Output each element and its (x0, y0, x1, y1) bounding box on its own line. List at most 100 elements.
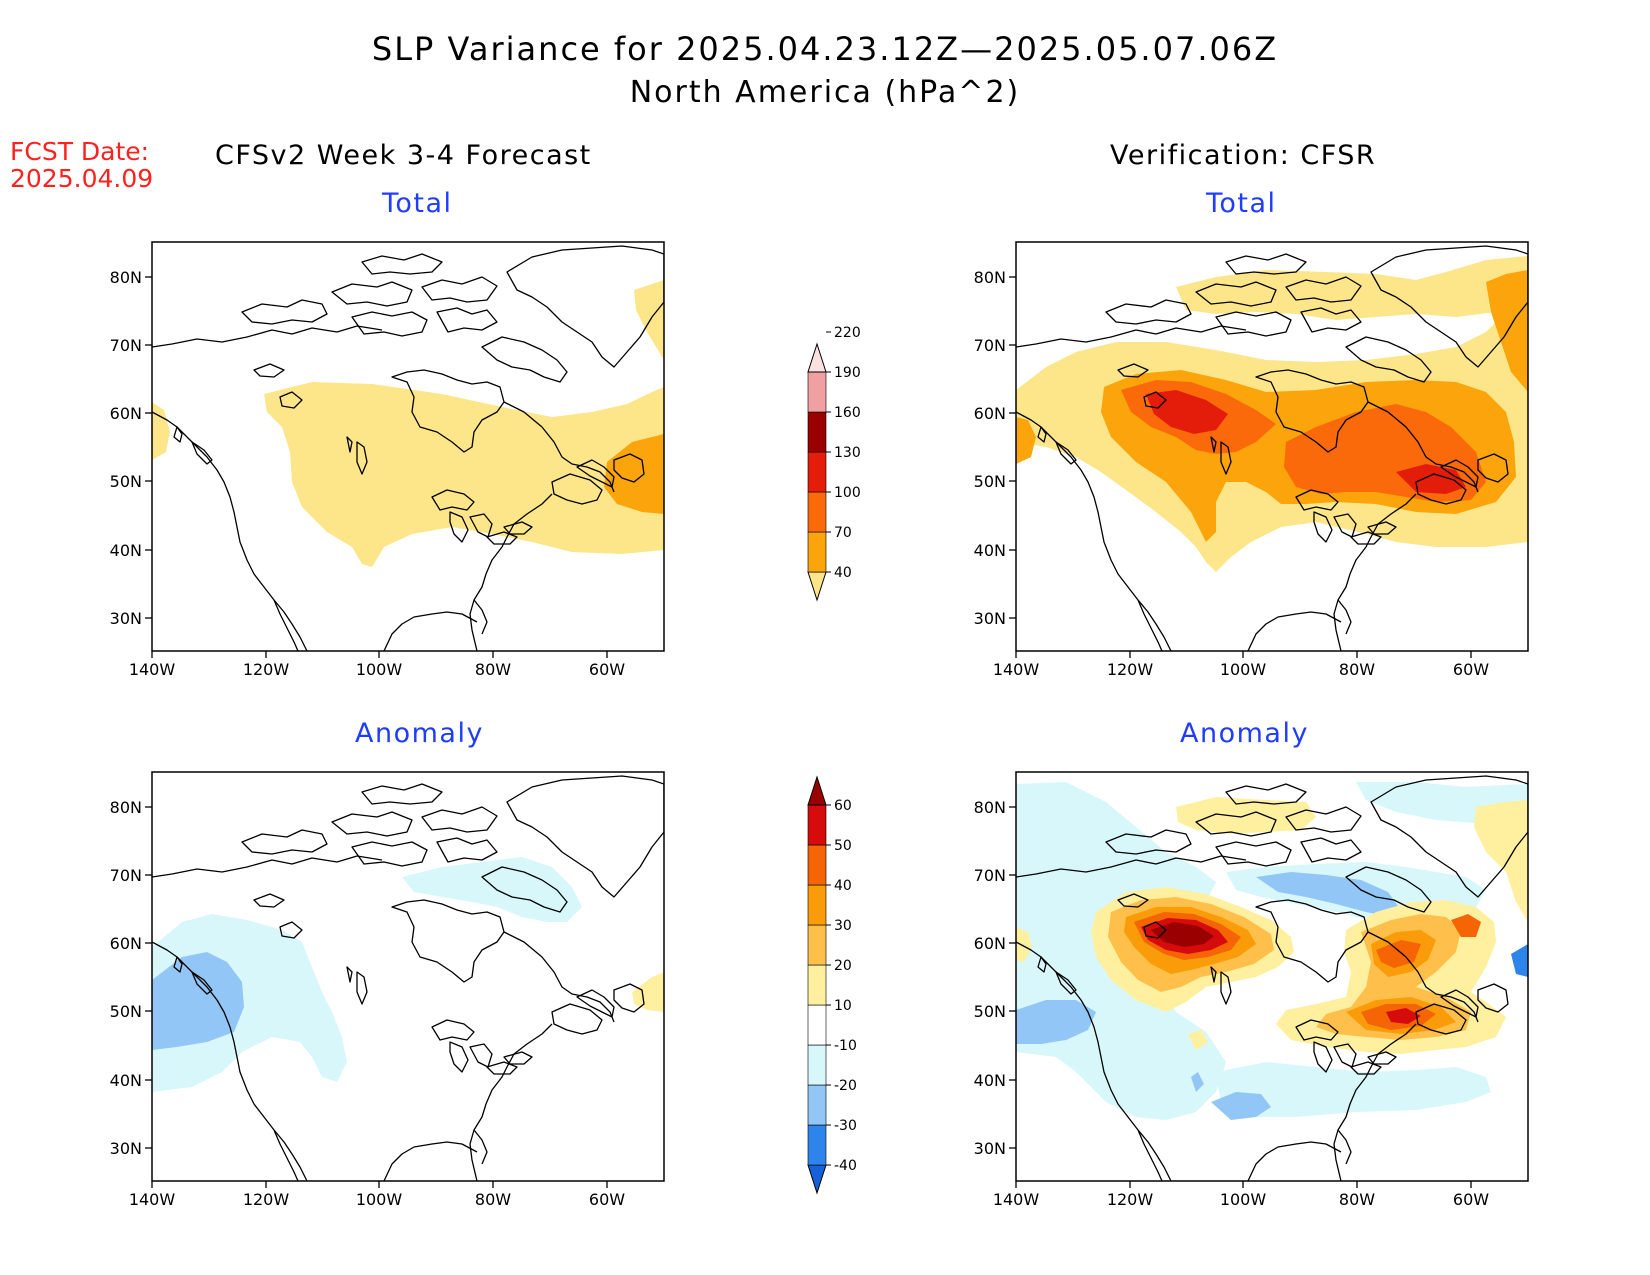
anomaly-colorbar-label: 10 (834, 998, 852, 1014)
fcst-anom-contour-pos10 (632, 972, 664, 1012)
ver-anom-contour-pos60 (1151, 922, 1214, 947)
anomaly-colorbar-segment (807, 1084, 827, 1126)
verification-anomaly-lon-label: 60W (1453, 1190, 1489, 1209)
forecast-date-label: FCST Date: (10, 137, 150, 166)
total-colorbar-label: 190 (834, 365, 861, 381)
forecast-total-title: Total (382, 188, 453, 219)
ver-anom-contour-pos50-b (1386, 1008, 1421, 1024)
total-colorbar-label: 220 (834, 325, 861, 341)
verification-anomaly-lat-label: 40N (974, 1071, 1006, 1090)
total-colorbar-label: 130 (834, 445, 861, 461)
forecast-column-header: CFSv2 Week 3-4 Forecast (215, 140, 592, 171)
forecast-anomaly-lon-label: 60W (589, 1190, 625, 1209)
forecast-total-lon-label: 80W (475, 660, 511, 679)
anomaly-colorbar-label: -10 (834, 1038, 857, 1054)
forecast-date-value: 2025.04.09 (10, 164, 154, 193)
forecast-total-map (151, 241, 665, 652)
forecast-anomaly-lat-label: 80N (110, 798, 142, 817)
verification-column-header: Verification: CFSR (1110, 140, 1377, 171)
total-colorbar-cap-high (807, 342, 827, 373)
anomaly-colorbar-segment (807, 1124, 827, 1166)
verification-anomaly-lat-label: 30N (974, 1139, 1006, 1158)
anomaly-colorbar-segment (807, 884, 827, 926)
total-colorbar-cap-low (807, 571, 827, 602)
forecast-anomaly-lat-label: 40N (110, 1071, 142, 1090)
forecast-anomaly-lat-label: 30N (110, 1139, 142, 1158)
ver-anom-contour-neg20-d (1191, 1072, 1204, 1092)
forecast-anomaly-lon-label: 100W (356, 1190, 403, 1209)
forecast-total-lat-label: 70N (110, 336, 142, 355)
verification-total-lat-label: 70N (974, 336, 1006, 355)
ver-anom-contour-neg20 (1016, 1000, 1096, 1044)
total-colorbar-segment (807, 491, 827, 533)
ver-total-contour-70-b (1016, 417, 1036, 464)
ver-anom-contour-pos10-e (1016, 927, 1032, 962)
verification-total-lon-label: 60W (1453, 660, 1489, 679)
ver-total-contour-130 (1146, 390, 1228, 434)
verification-total-lat-label: 30N (974, 609, 1006, 628)
verification-total-lat-label: 40N (974, 541, 1006, 560)
total-colorbar-label: 40 (834, 565, 852, 581)
axis-layer: 80N 70N 60N 50N 40N 30N 140W 120W 100W 80W 60W 80N 7… (110, 268, 1490, 1209)
total-colorbar-label: 160 (834, 405, 861, 421)
fcst-total-contour-40 (264, 382, 664, 567)
verification-total-lat-label: 80N (974, 268, 1006, 287)
fcst-anom-contour-neg20 (152, 952, 244, 1050)
fcst-total-contour-40-c (634, 280, 664, 360)
verification-anomaly-lat-label: 80N (974, 798, 1006, 817)
total-colorbar-segment (807, 451, 827, 493)
fcst-total-contour-40-b (152, 402, 170, 460)
ver-anom-contour-neg10-b (1216, 1062, 1491, 1117)
anomaly-colorbar-label: -20 (834, 1078, 857, 1094)
verification-total-lat-label: 50N (974, 472, 1006, 491)
main-subtitle: North America (hPa^2) (629, 75, 1021, 110)
forecast-date-block: FCST Date: 2025.04.09 (10, 138, 153, 192)
anomaly-colorbar-label: 20 (834, 958, 852, 974)
forecast-total-lon-label: 140W (129, 660, 176, 679)
anomaly-colorbar-segment (807, 1044, 827, 1086)
verification-total-lon-label: 120W (1107, 660, 1154, 679)
anomaly-colorbar-label: -30 (834, 1118, 857, 1134)
verification-anomaly-map (1015, 771, 1529, 1182)
forecast-total-lat-label: 80N (110, 268, 142, 287)
verification-anomaly-title: Anomaly (1180, 718, 1309, 749)
anomaly-colorbar-label: 60 (834, 798, 852, 814)
verification-total-title: Total (1206, 188, 1277, 219)
forecast-anomaly-title: Anomaly (355, 718, 484, 749)
forecast-total-lat-label: 40N (110, 541, 142, 560)
main-title: SLP Variance for 2025.04.23.12Z—2025.05.… (371, 30, 1279, 68)
forecast-total-lon-label: 100W (356, 660, 403, 679)
anomaly-colorbar-label: 40 (834, 878, 852, 894)
forecast-total-lon-label: 60W (589, 660, 625, 679)
verification-anomaly-lat-label: 50N (974, 1002, 1006, 1021)
verification-anomaly-lat-label: 70N (974, 866, 1006, 885)
anomaly-colorbar-segment (807, 964, 827, 1006)
forecast-total-lat-label: 60N (110, 404, 142, 423)
anomaly-colorbar-cap-low (807, 1164, 827, 1195)
forecast-anomaly-lat-label: 50N (110, 1002, 142, 1021)
verification-anomaly-lon-label: 140W (993, 1190, 1040, 1209)
anomaly-colorbar-segment (807, 804, 827, 846)
anomaly-colorbar-label: -40 (834, 1158, 857, 1174)
verification-anomaly-lon-label: 120W (1107, 1190, 1154, 1209)
ver-anom-contour-pos10-f (1188, 1030, 1208, 1050)
ver-anom-contour-pos10-d (1474, 800, 1528, 922)
total-colorbar-label: 70 (834, 525, 852, 541)
verification-total-lon-label: 140W (993, 660, 1040, 679)
fcst-anom-contour-neg10-b (402, 857, 582, 922)
total-colorbar-segment (807, 411, 827, 453)
total-colorbar-label: 100 (834, 485, 861, 501)
forecast-total-lat-label: 30N (110, 609, 142, 628)
anomaly-colorbar-label: 50 (834, 838, 852, 854)
anomaly-colorbar-segment (807, 844, 827, 886)
fcst-total-contour-70 (604, 434, 664, 514)
total-colorbar-segment (807, 371, 827, 413)
forecast-anomaly-lat-label: 70N (110, 866, 142, 885)
forecast-anomaly-lon-label: 140W (129, 1190, 176, 1209)
ver-anom-contour-neg20-c (1211, 1092, 1271, 1120)
verification-total-lon-label: 100W (1220, 660, 1267, 679)
total-colorbar-segment (807, 531, 827, 573)
verification-anomaly-lon-label: 100W (1220, 1190, 1267, 1209)
verification-total-map (1015, 241, 1529, 652)
